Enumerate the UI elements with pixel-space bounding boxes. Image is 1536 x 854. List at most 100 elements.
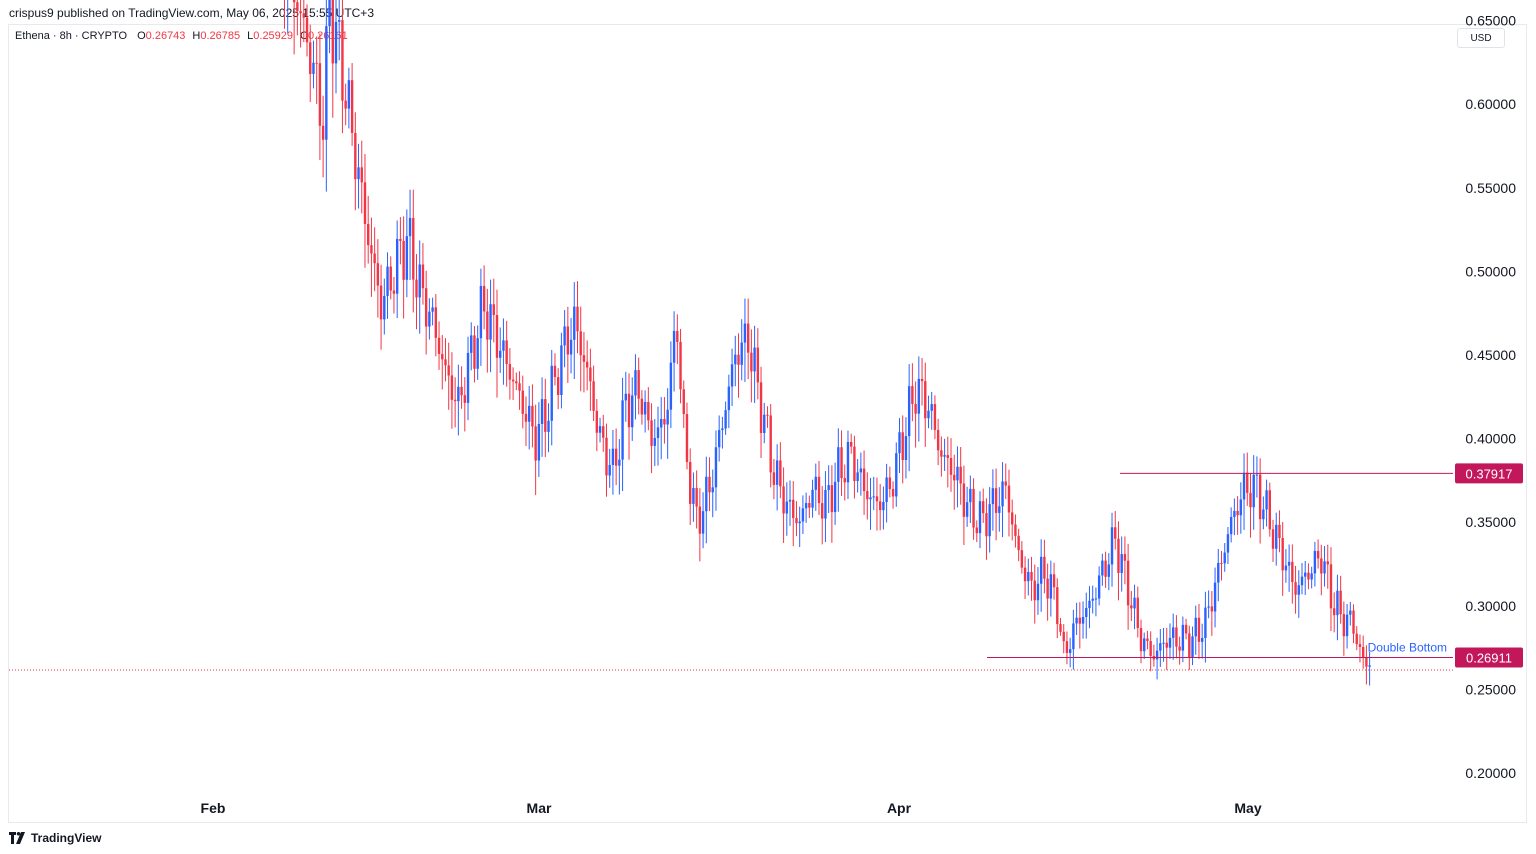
candle xyxy=(1333,592,1336,633)
candle xyxy=(804,492,808,523)
high-key: H xyxy=(192,30,201,42)
candle xyxy=(1310,566,1313,589)
candle xyxy=(949,438,953,492)
candle xyxy=(534,404,537,496)
x-tick-label: Apr xyxy=(887,800,912,816)
candle xyxy=(1143,632,1146,659)
candle xyxy=(1162,627,1165,662)
candle xyxy=(727,374,731,429)
candle xyxy=(1275,512,1278,566)
candle xyxy=(495,289,499,398)
candle xyxy=(408,189,412,281)
candle xyxy=(1136,586,1139,638)
candle xyxy=(1242,453,1246,530)
candle xyxy=(582,332,586,393)
candle xyxy=(531,384,534,448)
candle xyxy=(991,469,995,531)
candle xyxy=(524,396,528,447)
candle xyxy=(1020,541,1024,574)
candle xyxy=(428,298,431,340)
candle xyxy=(1304,560,1307,596)
candle xyxy=(924,362,927,447)
candle xyxy=(1210,590,1214,636)
candle xyxy=(431,297,434,326)
candle xyxy=(1081,601,1085,639)
candle xyxy=(1123,536,1127,585)
candle xyxy=(1236,496,1239,535)
candle xyxy=(988,487,991,553)
candle xyxy=(395,220,399,319)
candle xyxy=(705,456,708,544)
candle xyxy=(325,0,328,192)
candle xyxy=(1017,528,1020,562)
candle xyxy=(482,265,486,330)
candle xyxy=(933,395,937,440)
candle xyxy=(309,24,312,102)
candle xyxy=(1139,619,1143,664)
candle xyxy=(714,430,718,511)
candle xyxy=(1091,585,1094,614)
candle xyxy=(379,264,383,350)
svg-text:0.37917: 0.37917 xyxy=(1466,466,1513,481)
candle xyxy=(1281,521,1284,596)
candle xyxy=(521,375,524,429)
candle xyxy=(1197,603,1201,659)
symbol-title[interactable]: Ethena · 8h · CRYPTO xyxy=(15,30,128,42)
candle xyxy=(1056,578,1059,639)
candle xyxy=(528,385,531,450)
candle xyxy=(998,487,1001,532)
y-tick-label: 0.25000 xyxy=(1465,681,1516,697)
candle xyxy=(853,435,856,499)
candle xyxy=(312,40,315,89)
price-label: 0.26911 xyxy=(1455,647,1523,668)
candle xyxy=(511,367,515,400)
candle xyxy=(631,377,634,441)
candle xyxy=(859,452,863,496)
candle xyxy=(972,478,975,540)
candle xyxy=(434,294,438,357)
candle xyxy=(1114,510,1117,550)
candle xyxy=(1159,628,1162,667)
candle xyxy=(421,243,425,305)
candle xyxy=(730,348,734,406)
candle xyxy=(798,506,801,548)
candle xyxy=(1059,618,1062,636)
open-value: 0.26743 xyxy=(145,30,186,42)
candle xyxy=(1085,592,1088,639)
candle xyxy=(1039,539,1043,612)
candle xyxy=(344,83,347,126)
candle xyxy=(850,433,853,454)
candle xyxy=(399,217,402,265)
candle xyxy=(640,390,644,425)
currency-button[interactable]: USD xyxy=(1457,28,1505,48)
candle xyxy=(882,486,885,530)
candle xyxy=(1342,601,1346,656)
candle xyxy=(598,417,602,443)
candle xyxy=(724,401,727,435)
ohlc-legend: Ethena · 8h · CRYPTO O 0.26743 H 0.26785 L… xyxy=(15,30,355,42)
candle xyxy=(418,240,421,334)
candle xyxy=(869,477,872,530)
candle xyxy=(1178,636,1181,665)
candle xyxy=(994,468,998,541)
candle xyxy=(689,448,692,525)
candle xyxy=(508,348,512,400)
candle xyxy=(891,481,895,509)
candle xyxy=(1255,456,1259,498)
candle xyxy=(383,278,386,335)
candle xyxy=(460,366,463,409)
candle xyxy=(1345,603,1349,649)
tradingview-footer[interactable]: TradingView xyxy=(9,831,101,845)
candle xyxy=(1358,634,1362,663)
candle xyxy=(914,381,917,448)
candle xyxy=(347,67,351,129)
candle xyxy=(1307,563,1310,590)
candle xyxy=(685,402,689,470)
svg-text:0.26911: 0.26911 xyxy=(1466,650,1512,665)
candle xyxy=(341,0,344,134)
candle xyxy=(811,479,814,518)
candle xyxy=(911,363,914,422)
candle xyxy=(1181,616,1185,663)
candle xyxy=(856,459,859,493)
